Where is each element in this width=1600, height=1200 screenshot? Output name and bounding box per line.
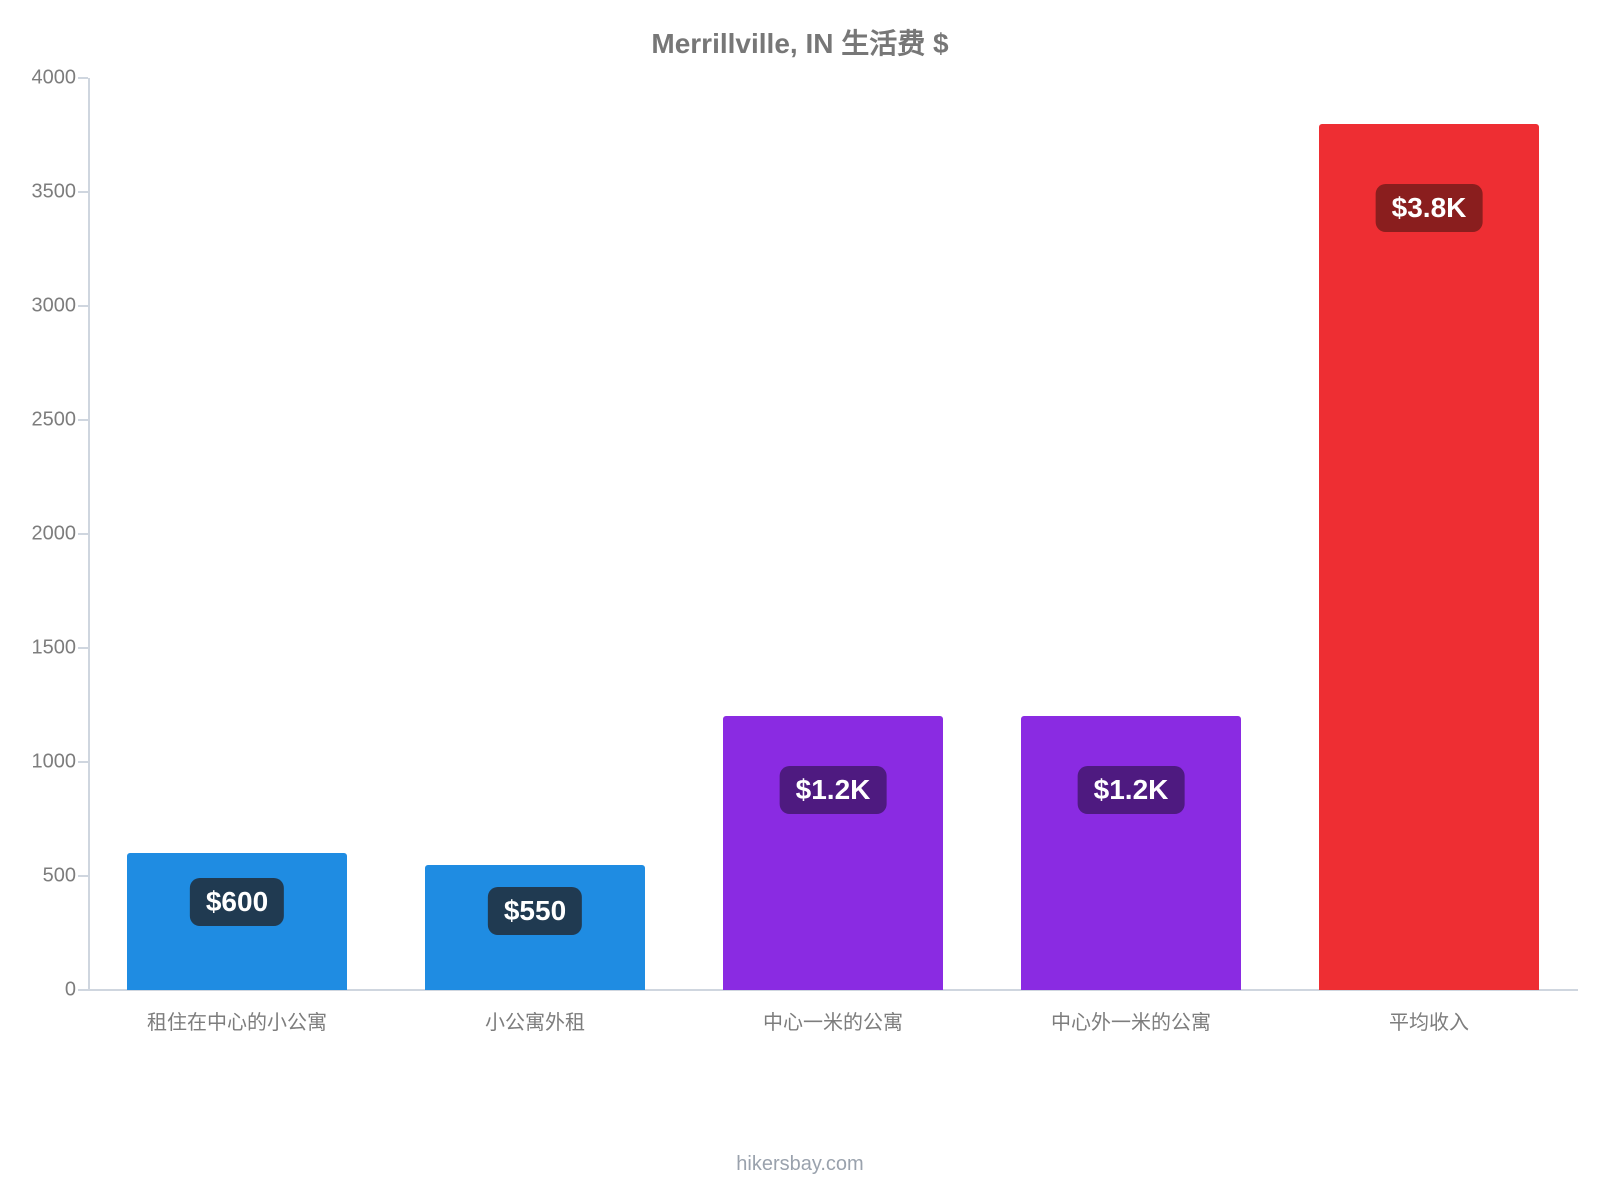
y-tick-label: 3500	[32, 181, 89, 204]
bar	[723, 716, 944, 990]
attribution-text: hikersbay.com	[0, 1153, 1600, 1176]
x-tick-label: 小公寓外租	[485, 1006, 585, 1035]
x-tick-label: 中心一米的公寓	[763, 1006, 903, 1035]
bar-value-label: $3.8K	[1376, 184, 1483, 232]
chart-title: Merrillville, IN 生活费 $	[0, 22, 1600, 62]
y-tick-label: 0	[65, 979, 88, 1002]
bar-value-label: $1.2K	[780, 766, 887, 814]
y-tick-label: 1000	[32, 751, 89, 774]
y-tick-label: 2500	[32, 409, 89, 432]
y-tick-label: 1500	[32, 637, 89, 660]
bar-value-label: $600	[190, 878, 284, 926]
y-axis-line	[88, 78, 90, 990]
y-tick-label: 2000	[32, 523, 89, 546]
y-tick-label: 4000	[32, 67, 89, 90]
bar	[1319, 124, 1540, 990]
bar	[1021, 716, 1242, 990]
chart-container: Merrillville, IN 生活费 $ 05001000150020002…	[0, 0, 1600, 1200]
x-tick-label: 中心外一米的公寓	[1051, 1006, 1211, 1035]
y-tick-label: 3000	[32, 295, 89, 318]
bar-value-label: $550	[488, 887, 582, 935]
x-tick-label: 平均收入	[1389, 1006, 1469, 1035]
plot-area: 05001000150020002500300035004000$600租住在中…	[88, 78, 1578, 990]
x-tick-label: 租住在中心的小公寓	[147, 1006, 327, 1035]
y-tick-label: 500	[43, 865, 88, 888]
bar-value-label: $1.2K	[1078, 766, 1185, 814]
